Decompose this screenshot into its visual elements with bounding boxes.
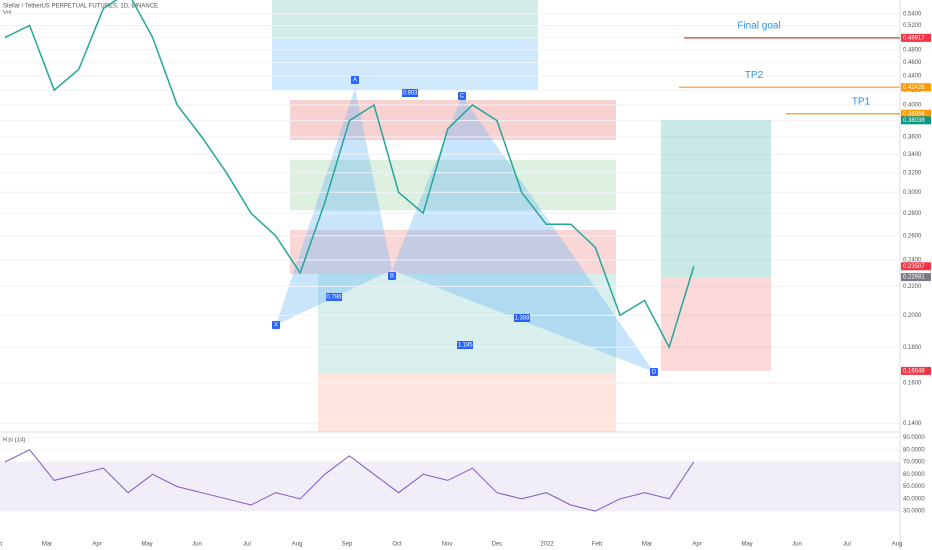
price-tag-label: 0.49917 (903, 35, 925, 41)
price-tick-label: 0.3600 (903, 135, 922, 141)
price-tick-label: 0.1600 (903, 381, 922, 387)
price-tick-label: 0.5200 (903, 23, 922, 29)
price-tag-label: 0.38866 (903, 111, 925, 117)
target-label: TP2 (745, 70, 764, 81)
price-tick-label: 0.4000 (903, 103, 922, 109)
price-line (4, 0, 695, 350)
price-tick-label: 0.2200 (903, 284, 922, 290)
rsi-label: RSI (14) (3, 438, 25, 444)
time-label: Jun (792, 542, 802, 548)
price-tick-label: 0.1400 (903, 421, 922, 427)
price-tag (901, 366, 931, 375)
time-label: Apr (692, 542, 701, 548)
pattern-point (351, 76, 359, 84)
price-tick-label: 0.2800 (903, 211, 922, 217)
time-label: Feb (0, 542, 3, 548)
time-label: Aug (892, 542, 903, 548)
price-tick-label: 0.3200 (903, 170, 922, 176)
pattern-point (650, 368, 658, 376)
pattern-point-label: A (353, 78, 357, 84)
price-tag (901, 33, 931, 42)
time-label: Dec (492, 542, 503, 548)
price-tag-label: 0.23507 (903, 264, 925, 270)
pattern-point-label: X (274, 323, 278, 329)
price-tag (901, 116, 931, 125)
pattern-point-label: B (390, 274, 394, 280)
time-label: Aug (292, 542, 303, 548)
position-loss (661, 277, 771, 371)
price-tick-label: 0.2600 (903, 233, 922, 239)
time-label: Mar (642, 542, 652, 548)
price-tick-label: 0.3000 (903, 190, 922, 196)
time-label: May (741, 542, 752, 548)
price-tag (901, 109, 931, 118)
price-series (4, 0, 695, 350)
rsi-tick-label: 90.0000 (903, 435, 925, 441)
time-label: Feb (592, 542, 603, 548)
rsi-tick-label: 40.0000 (903, 496, 925, 502)
rsi-tick-label: 80.0000 (903, 447, 925, 453)
price-tick-label: 0.4600 (903, 60, 922, 66)
pattern-point-label: C (460, 94, 465, 100)
time-label: 2022 (540, 542, 554, 548)
price-tag (901, 83, 931, 92)
rsi-tick-label: 70.0000 (903, 460, 925, 466)
time-label: Sep (342, 542, 353, 548)
price-tick-label: 0.2400 (903, 258, 922, 264)
time-label: Jun (192, 542, 202, 548)
ratio-box (457, 341, 473, 349)
rsi-tick-label: 60.0000 (903, 472, 925, 478)
ratio-box (402, 89, 418, 97)
time-label: Jul (243, 542, 251, 548)
price-tag (901, 273, 931, 282)
position-profit (661, 120, 771, 278)
time-label: Jul (843, 542, 851, 548)
price-tick-label: 0.4800 (903, 47, 922, 53)
rsi-line (4, 449, 695, 512)
ratio-label: 1.388 (514, 316, 530, 322)
ratio-label: 0.903 (402, 91, 418, 97)
price-tag-label: 0.22681 (903, 275, 925, 281)
chart-title: Stellar / TetherUS PERPETUAL FUTURES, 1D… (3, 4, 158, 10)
price-tick-label: 0.1800 (903, 345, 922, 351)
rsi-tick-label: 50.0000 (903, 484, 925, 490)
rsi-tick-label: 30.0000 (903, 509, 925, 515)
ratio-label: 0.786 (326, 295, 342, 301)
time-label: Mar (42, 542, 52, 548)
ratio-label: 1.185 (457, 343, 473, 349)
target-label: TP1 (852, 96, 871, 107)
price-tick-label: 0.4400 (903, 74, 922, 80)
price-tick-label: 0.3400 (903, 152, 922, 158)
price-tick-label: 0.5400 (903, 12, 922, 18)
price-tag (901, 262, 931, 271)
price-tag-label: 0.16648 (903, 368, 925, 374)
time-label: Oct (392, 542, 402, 548)
pattern-point (388, 272, 396, 280)
pattern-drawings (272, 0, 654, 432)
target-label: Final goal (737, 21, 780, 32)
ratio-box (326, 293, 342, 301)
time-label: Nov (442, 542, 453, 548)
price-tag-label: 0.38038 (903, 118, 925, 124)
price-tag-label: 0.42426 (903, 85, 925, 91)
pattern-point-label: D (652, 370, 657, 376)
pattern-point (272, 321, 280, 329)
price-tick-label: 0.2000 (903, 313, 922, 319)
time-label: Apr (92, 542, 101, 548)
pattern-point (458, 92, 466, 100)
time-label: May (141, 542, 152, 548)
ratio-box (514, 314, 530, 322)
